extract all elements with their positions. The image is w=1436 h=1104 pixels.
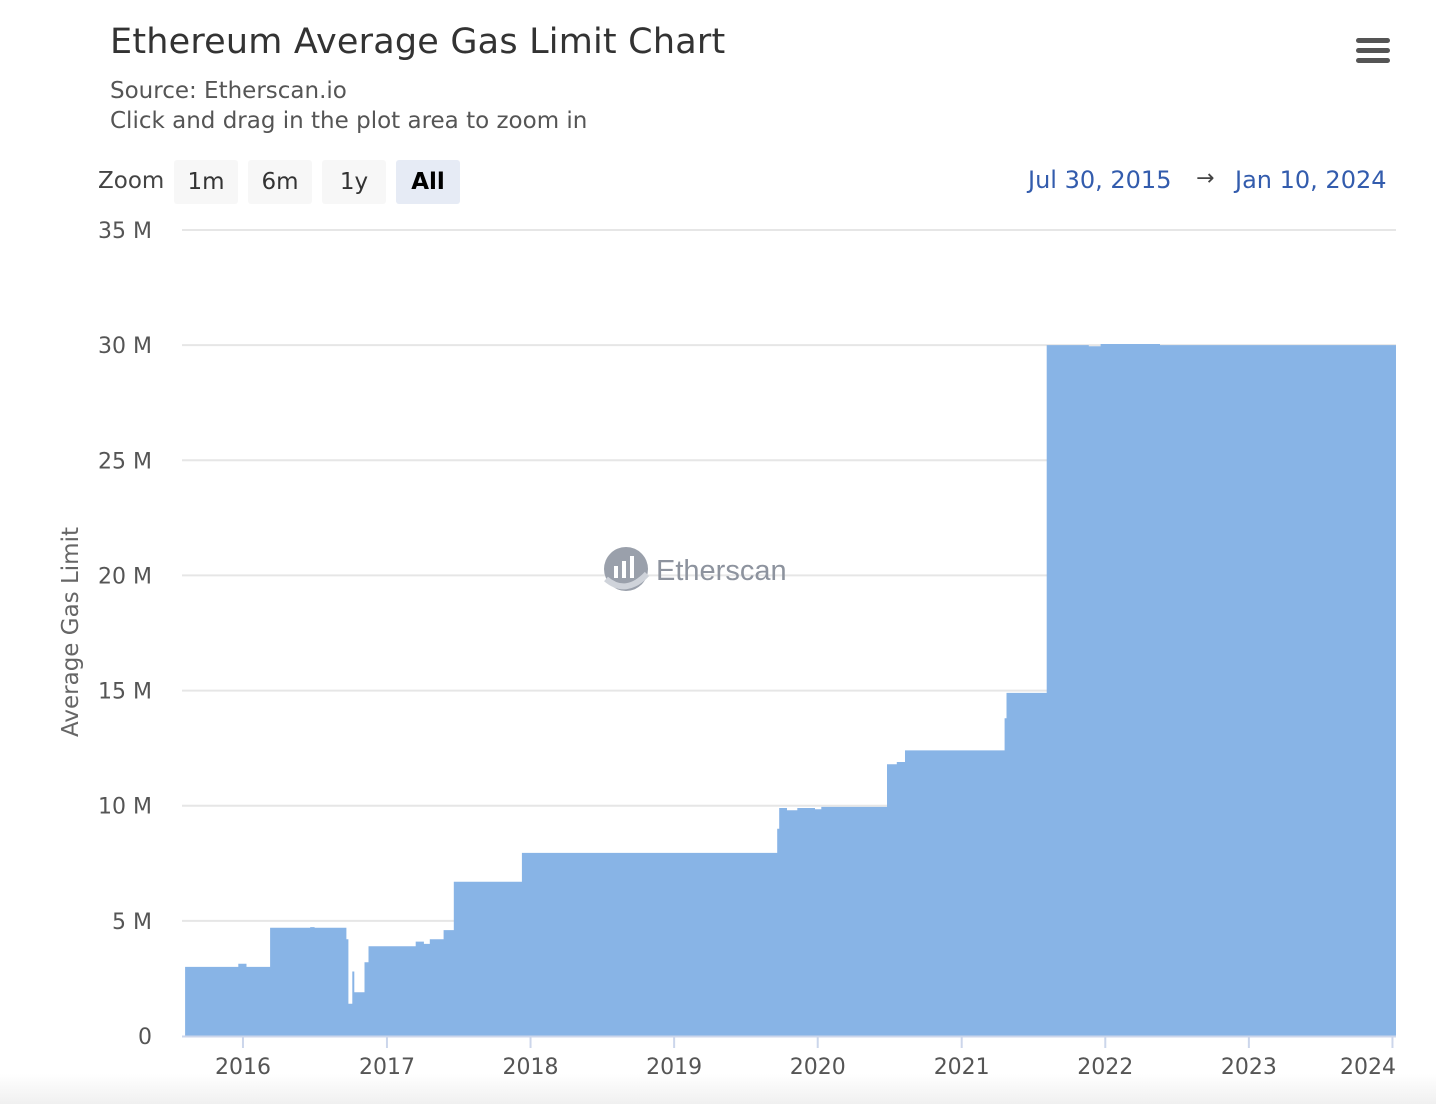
range-from-date[interactable]: Jul 30, 2015 (1028, 166, 1172, 194)
zoom-button-1m[interactable]: 1m (174, 160, 238, 204)
range-to-date[interactable]: Jan 10, 2024 (1235, 166, 1387, 194)
watermark-text: Etherscan (656, 555, 787, 587)
y-tick-label: 0 (138, 1025, 152, 1050)
y-tick-label: 10 M (98, 795, 152, 820)
zoom-label: Zoom (98, 168, 165, 194)
range-arrow: → (1196, 166, 1215, 191)
zoom-button-1y[interactable]: 1y (322, 160, 386, 204)
y-tick-label: 5 M (112, 910, 152, 935)
y-tick-label: 35 M (98, 219, 152, 244)
y-axis-ticks: 0 5 M 10 M 15 M 20 M 25 M 30 M 35 M (98, 219, 152, 1050)
chart-source: Source: Etherscan.io (110, 78, 347, 104)
y-axis-label: Average Gas Limit (58, 527, 84, 737)
y-tick-label: 30 M (98, 334, 152, 359)
chart-title: Ethereum Average Gas Limit Chart (110, 22, 726, 62)
bottom-fade (0, 1074, 1436, 1104)
y-tick-label: 15 M (98, 680, 152, 705)
zoom-button-6m[interactable]: 6m (248, 160, 312, 204)
y-tick-label: 25 M (98, 449, 152, 474)
etherscan-watermark: Etherscan (604, 547, 787, 591)
y-tick-label: 20 M (98, 564, 152, 589)
zoom-button-all[interactable]: All (396, 160, 460, 204)
hamburger-menu-icon[interactable] (1350, 34, 1398, 70)
chart-hint: Click and drag in the plot area to zoom … (110, 108, 588, 134)
gas-limit-area[interactable] (185, 344, 1397, 1036)
